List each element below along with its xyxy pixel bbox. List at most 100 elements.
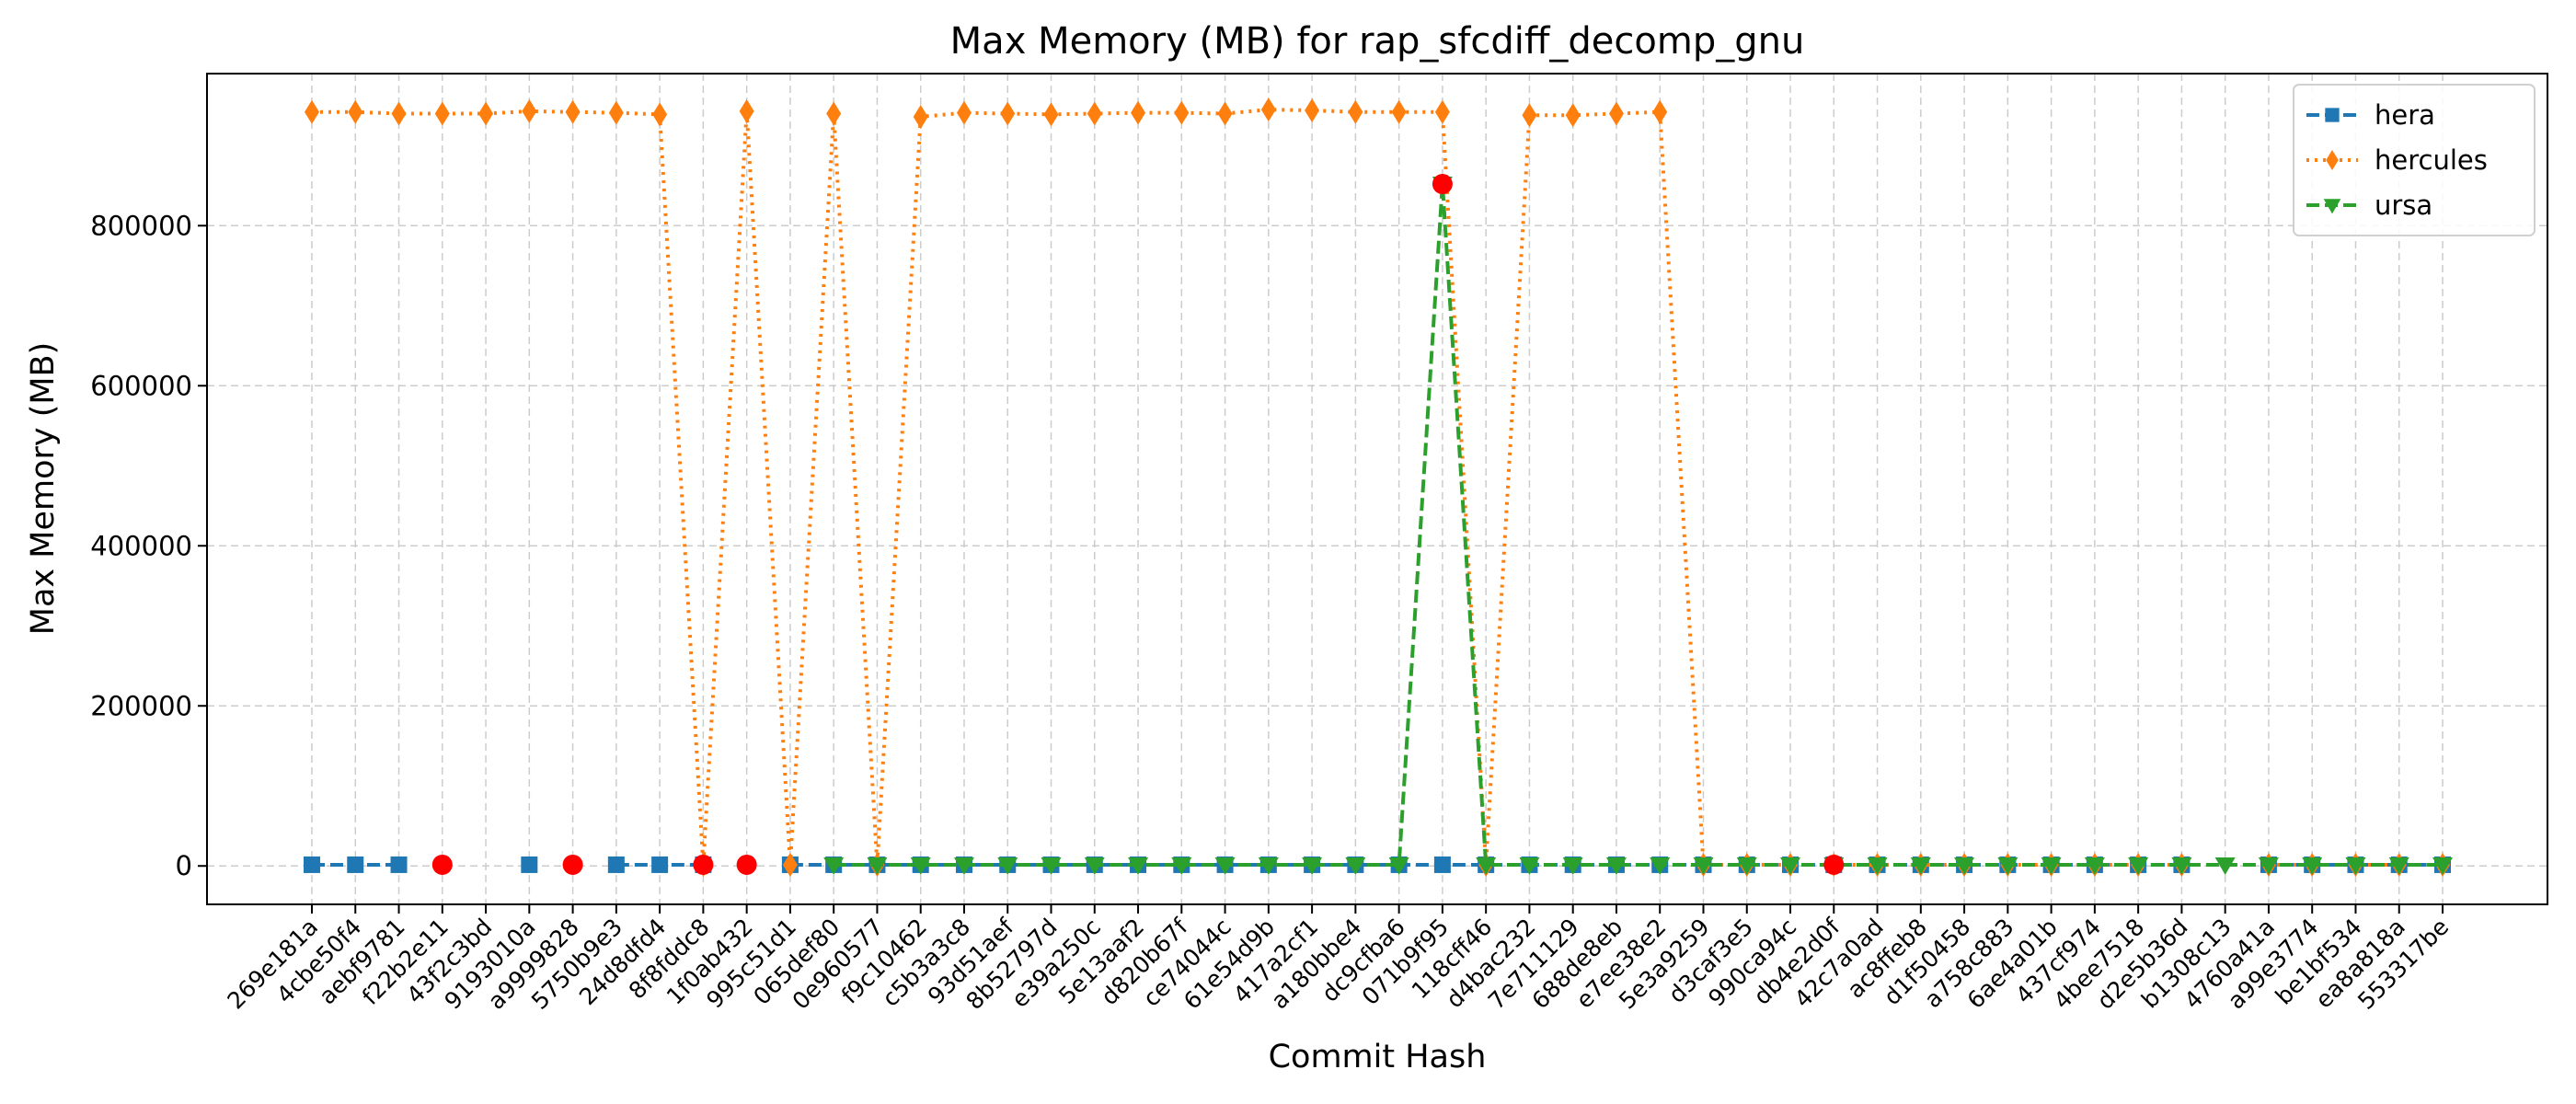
data-point-hercules [1087,101,1102,126]
data-point-hercules [1348,99,1363,124]
data-point-hercules [1131,100,1146,125]
data-point-hera [347,856,364,873]
data-point-ursa [1562,857,1583,875]
data-point-hercules [826,101,842,126]
data-point-hercules [608,100,624,125]
series-line-ursa [834,182,2443,867]
data-point-ursa [823,857,845,875]
data-point-ursa [1954,857,1975,875]
legend-label-ursa: ursa [2375,190,2432,221]
data-point-hercules [1260,98,1276,122]
data-point-hercules [1174,100,1190,125]
data-point-ursa [2302,857,2323,875]
y-tick-label: 600000 [90,370,192,401]
data-point-ursa [2084,857,2105,875]
highlight-point [1432,174,1453,195]
legend-label-hercules: hercules [2375,144,2488,176]
data-point-hercules [1522,103,1537,128]
data-point-ursa [1997,857,2018,875]
data-point-ursa [1519,857,1540,875]
series-ursa [823,177,2453,875]
data-point-ursa [1780,857,1801,875]
data-point-hercules [434,101,450,126]
data-point-ursa [867,857,888,875]
data-point-hercules [1565,103,1581,128]
legend-box [2293,84,2536,236]
legend: hera hercules ursa [2293,84,2536,236]
data-point-ursa [1388,857,1409,875]
data-point-ursa [1650,857,1671,875]
data-point-ursa [2214,857,2236,875]
data-point-hera [651,856,669,873]
data-point-hercules [739,98,754,123]
data-point-hercules [782,852,798,877]
data-point-ursa [1476,857,1497,875]
y-tick-label: 0 [176,850,192,881]
data-point-ursa [2128,857,2149,875]
data-point-hera [304,856,320,873]
highlight-point [1823,854,1845,875]
highlight-point [736,854,757,875]
data-point-ursa [2432,857,2453,875]
data-point-ursa [2258,857,2279,875]
data-point-ursa [997,857,1018,875]
plot-frame [206,73,2548,905]
data-point-ursa [1345,857,1366,875]
data-point-ursa [1041,857,1062,875]
data-point-hercules [565,99,581,124]
data-point-ursa [1214,857,1236,875]
data-point-hercules [1000,101,1016,126]
data-point-hercules [1434,99,1450,124]
data-point-hercules [391,101,407,126]
data-point-hercules [1391,99,1407,124]
chart-title: Max Memory (MB) for rap_sfcdiff_decomp_g… [950,20,1805,63]
data-point-hera [390,856,408,873]
data-point-ursa [1128,857,1149,875]
legend-marker-ursa [2323,199,2341,214]
legend-marker-hera [2325,108,2340,122]
data-point-ursa [1605,857,1627,875]
highlight-point [693,854,714,875]
data-point-hera [1433,856,1451,873]
data-point-ursa [1084,857,1105,875]
data-point-ursa [1693,857,1714,875]
data-point-hercules [1608,101,1624,126]
data-point-hercules [1652,99,1668,124]
legend-label-hera: hera [2375,99,2435,131]
data-point-ursa [2171,857,2192,875]
series-layer [304,98,2453,877]
legend-marker-hercules [2326,149,2339,171]
highlight-layer [431,174,1845,875]
data-point-hera [607,856,625,873]
data-point-hercules [522,98,537,123]
data-point-hercules [348,99,363,124]
data-point-ursa [1910,857,1931,875]
grid [207,74,2547,904]
highlight-point [562,854,583,875]
y-tick-label: 200000 [90,690,192,721]
data-point-hercules [1305,98,1320,123]
series-hercules [305,98,2450,877]
data-point-hercules [1043,102,1059,127]
y-axis-label: Max Memory (MB) [25,342,62,635]
data-point-ursa [1736,857,1757,875]
y-tick-label: 400000 [90,530,192,561]
y-axis-ticks: 0 200000 400000 600000 800000 [90,210,207,881]
data-point-ursa [1302,857,1323,875]
data-point-hercules [956,100,972,125]
x-axis-label: Commit Hash [1269,1039,1487,1075]
data-point-hercules [305,99,319,124]
data-point-ursa [953,857,974,875]
data-point-ursa [2345,857,2366,875]
data-point-hercules [1217,101,1233,126]
data-point-ursa [1171,857,1192,875]
data-point-ursa [2388,857,2409,875]
data-point-ursa [1258,857,1279,875]
x-axis-ticks: 269e181a4cbe50f4aebf9781f22b2e1143f2c3bd… [223,904,2454,1015]
data-point-ursa [910,857,931,875]
highlight-point [431,854,453,875]
data-point-hera [521,856,538,873]
data-point-ursa [2041,857,2062,875]
y-tick-label: 800000 [90,210,192,241]
